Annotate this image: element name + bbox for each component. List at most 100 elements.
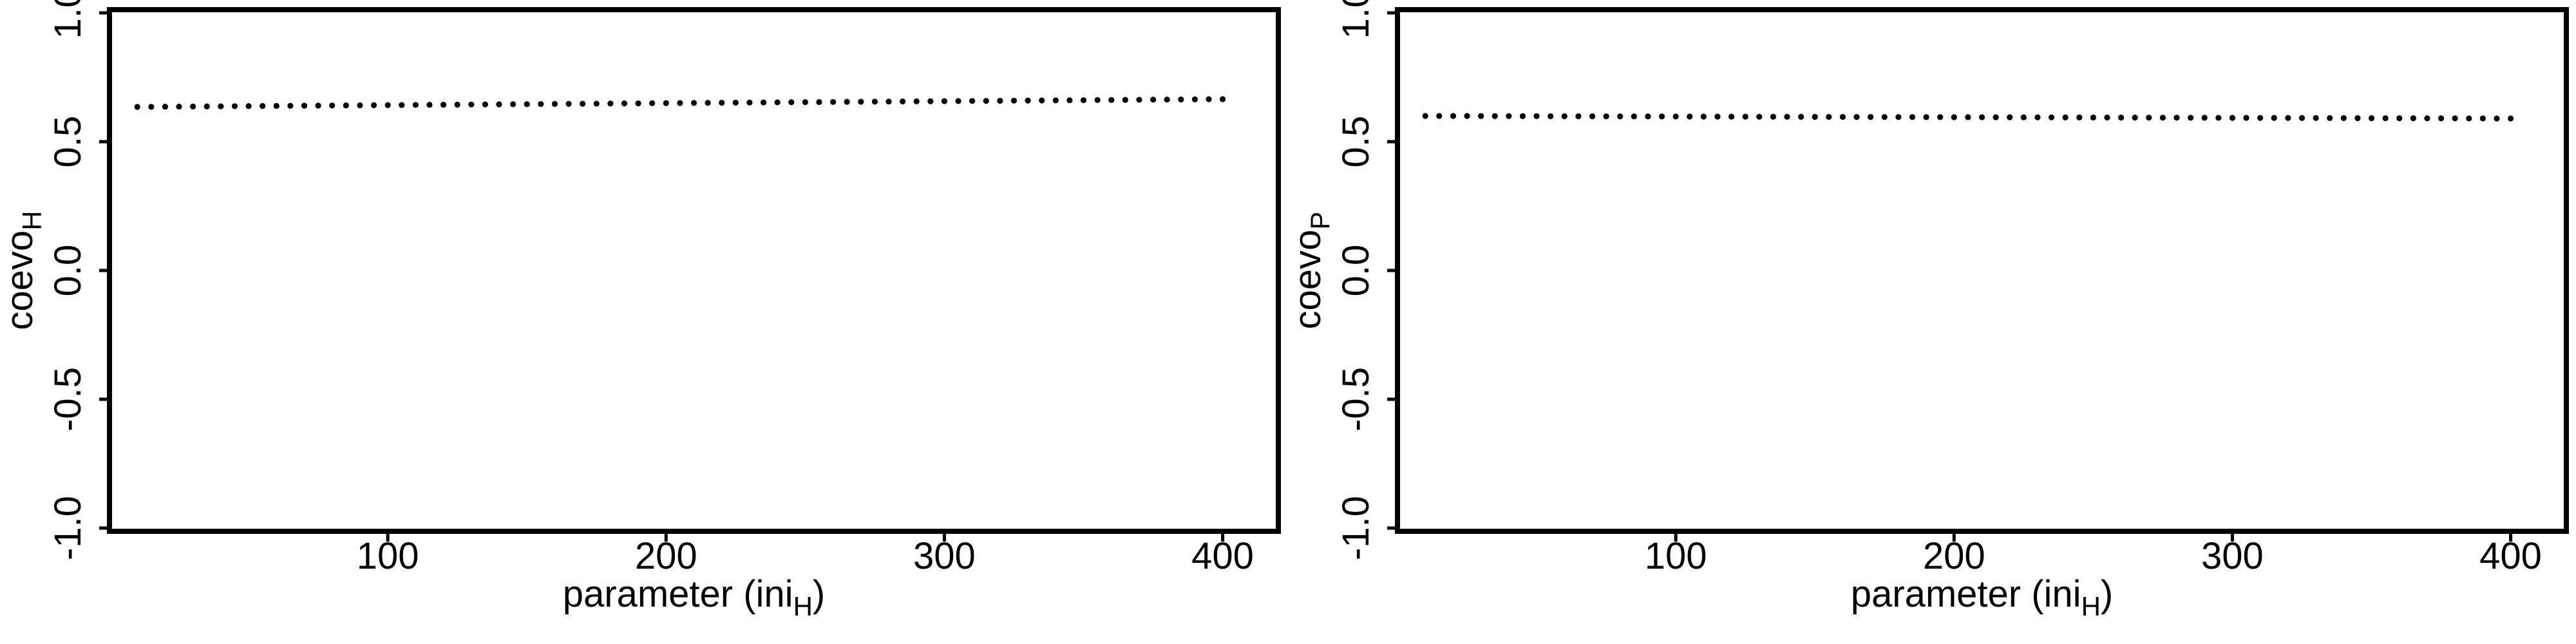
y-tick-label: 1.0 xyxy=(47,0,89,39)
data-point xyxy=(565,100,572,107)
data-point xyxy=(1136,97,1142,103)
data-point xyxy=(1784,113,1790,120)
data-point xyxy=(1066,97,1073,104)
data-point xyxy=(1853,113,1860,120)
data-point xyxy=(1728,113,1735,120)
data-point xyxy=(1714,113,1721,120)
data-point xyxy=(2424,115,2430,122)
data-point xyxy=(1965,114,1971,120)
y-tick-label: 0.5 xyxy=(47,116,89,168)
data-point xyxy=(1506,113,1512,119)
data-point xyxy=(1658,113,1665,120)
data-point xyxy=(370,102,377,108)
data-point xyxy=(2229,115,2236,121)
data-point xyxy=(1108,97,1115,103)
data-point xyxy=(2452,115,2458,122)
data-point xyxy=(1923,114,1929,120)
data-point xyxy=(774,99,781,106)
data-point xyxy=(2201,115,2208,121)
x-tick-label: 100 xyxy=(1645,535,1707,577)
x-axis-title: parameter (iniH) xyxy=(1851,573,2113,621)
data-point xyxy=(2090,114,2096,121)
x-tick-label: 100 xyxy=(357,535,419,577)
data-point xyxy=(2034,114,2041,120)
data-point xyxy=(677,100,683,106)
data-point xyxy=(273,102,279,109)
data-point xyxy=(218,103,224,109)
data-point xyxy=(2327,115,2333,121)
data-point xyxy=(705,100,711,106)
y-tick-label: 0.5 xyxy=(1335,116,1377,168)
data-point xyxy=(802,99,808,106)
data-point xyxy=(1519,113,1526,119)
data-point xyxy=(2368,115,2375,122)
chart-panel-coevo-h: 100 200 300 400 -1.0 -0.5 0.0 0.5 1.0 parameter (… xyxy=(0,0,1281,621)
data-point xyxy=(1700,113,1707,120)
data-point xyxy=(454,101,460,108)
data-point xyxy=(1770,113,1776,120)
x-axis-title: parameter (iniH) xyxy=(563,573,825,621)
data-point xyxy=(2494,115,2500,122)
data-point xyxy=(1010,97,1018,104)
data-point xyxy=(1617,113,1624,120)
data-point xyxy=(871,99,878,105)
plot-frame xyxy=(1395,7,2569,534)
data-point xyxy=(1909,114,1916,120)
data-point xyxy=(2215,115,2222,121)
data-point xyxy=(913,98,920,104)
data-point xyxy=(900,98,906,105)
data-point xyxy=(2285,115,2291,121)
data-point xyxy=(2466,115,2472,122)
data-point xyxy=(1895,114,1902,120)
data-point xyxy=(1951,114,1957,120)
data-point xyxy=(260,103,266,109)
data-point xyxy=(440,102,447,108)
data-point xyxy=(1080,97,1087,104)
data-point xyxy=(2117,114,2125,121)
data-point xyxy=(2438,115,2445,122)
data-point xyxy=(2062,114,2069,120)
data-point xyxy=(732,99,739,106)
data-point xyxy=(1164,97,1170,103)
data-point xyxy=(1687,113,1693,120)
plot-frame xyxy=(107,7,1281,534)
y-tick-label: -0.5 xyxy=(47,367,89,431)
y-tick-label: -1.0 xyxy=(1335,496,1377,560)
data-point xyxy=(2354,115,2361,122)
data-point xyxy=(2020,114,2027,120)
chart-panel-coevo-p: 100 200 300 400 -1.0 -0.5 0.0 0.5 1.0 parameter (… xyxy=(1288,0,2576,644)
y-axis-title: coevoH xyxy=(0,211,47,330)
data-point xyxy=(1645,113,1651,120)
data-point xyxy=(301,102,308,109)
data-point xyxy=(1839,113,1846,120)
data-point xyxy=(134,104,140,110)
data-point xyxy=(1868,114,1874,120)
data-point xyxy=(1094,97,1101,103)
data-point xyxy=(580,100,586,107)
data-point xyxy=(1603,113,1609,120)
data-point xyxy=(245,103,252,109)
data-point xyxy=(287,102,294,109)
data-point xyxy=(1150,97,1157,103)
data-point xyxy=(1450,113,1457,119)
data-point xyxy=(329,102,336,109)
x-tick-label: 300 xyxy=(2201,535,2264,577)
data-point xyxy=(788,99,795,106)
y-tick-label: -1.0 xyxy=(47,496,89,560)
data-point xyxy=(315,102,321,109)
data-point xyxy=(2410,115,2416,122)
data-point xyxy=(1798,113,1804,120)
data-point xyxy=(176,103,182,110)
data-point xyxy=(162,104,169,110)
data-point xyxy=(858,99,864,105)
data-point xyxy=(204,103,210,109)
data-point xyxy=(1548,113,1554,120)
data-point xyxy=(2298,115,2306,121)
data-point xyxy=(829,99,837,105)
data-point xyxy=(468,101,475,108)
data-point xyxy=(2007,114,2013,120)
data-point xyxy=(1191,96,1198,102)
data-point xyxy=(746,99,753,106)
x-tick-label: 400 xyxy=(2479,535,2542,577)
data-point xyxy=(2076,114,2083,121)
